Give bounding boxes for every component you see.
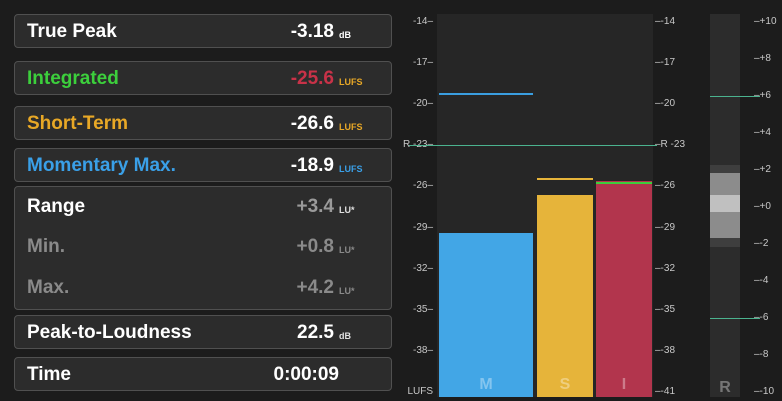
true-peak-unit: dB bbox=[339, 30, 351, 40]
left-scale-tick: R -23– bbox=[402, 139, 433, 151]
true-peak-label: True Peak bbox=[27, 21, 117, 42]
integrated-box: Integrated -25.6 LUFS bbox=[14, 61, 392, 95]
max-row: Max. +4.2 LU* bbox=[15, 268, 391, 308]
reference-line bbox=[409, 145, 657, 147]
integrated-peak-marker bbox=[596, 182, 652, 185]
integrated-unit: LUFS bbox=[339, 77, 363, 87]
range-scale-tick: –+0 bbox=[754, 201, 771, 212]
range-span-core bbox=[710, 195, 740, 212]
left-scale-tick: LUFS bbox=[407, 386, 433, 397]
short-term-label: Short-Term bbox=[27, 113, 128, 134]
true-peak-box: True Peak -3.18 dB bbox=[14, 14, 392, 48]
left-scale-tick: -38– bbox=[412, 344, 433, 356]
right-scale-tick: –-17 bbox=[655, 57, 676, 69]
integrated-bar-label: I bbox=[621, 375, 627, 393]
right-scale-tick: –-26 bbox=[655, 180, 676, 192]
short_term-bar-label: S bbox=[559, 375, 571, 393]
short_term-bar: S bbox=[537, 194, 593, 397]
integrated-value: -25.6 LUFS bbox=[291, 62, 373, 99]
range-scale-tick: –+10 bbox=[754, 16, 777, 27]
left-scale-tick: -20– bbox=[412, 98, 433, 110]
peak-to-loudness-box: Peak-to-Loudness 22.5 dB bbox=[14, 315, 392, 349]
min-row: Min. +0.8 LU* bbox=[15, 227, 391, 267]
left-scale-tick: -35– bbox=[412, 303, 433, 315]
right-scale-tick: –-41 bbox=[655, 386, 676, 397]
range-marker-line bbox=[710, 318, 760, 319]
max-value: +4.2 LU* bbox=[296, 268, 373, 311]
momentary-max-unit: LUFS bbox=[339, 164, 363, 174]
left-scale-tick: -14– bbox=[412, 16, 433, 27]
range-bar-label: R bbox=[719, 379, 731, 396]
range-unit: LU* bbox=[339, 205, 355, 215]
peak-to-loudness-value: 22.5 dB bbox=[297, 316, 373, 353]
range-scale-tick: –-8 bbox=[754, 349, 769, 360]
right-scale-tick: –-32 bbox=[655, 262, 676, 274]
momentary-max-value: -18.9 LUFS bbox=[291, 149, 373, 186]
left-scale-tick: -29– bbox=[412, 221, 433, 233]
min-label: Min. bbox=[27, 236, 65, 257]
range-scale-tick: –+4 bbox=[754, 127, 771, 138]
right-scale-tick: –R -23 bbox=[655, 139, 686, 151]
integrated-bar: I bbox=[596, 180, 652, 397]
momentary-bar-label: M bbox=[479, 375, 493, 393]
right-scale-tick: –-29 bbox=[655, 221, 676, 233]
momentary-peak-marker bbox=[439, 93, 533, 96]
peak-to-loudness-label: Peak-to-Loudness bbox=[27, 322, 192, 343]
min-value: +0.8 LU* bbox=[296, 227, 373, 270]
left-scale-tick: -32– bbox=[412, 262, 433, 274]
range-value: +3.4 LU* bbox=[296, 187, 373, 230]
range-marker-line bbox=[710, 96, 760, 97]
range-scale-tick: –+6 bbox=[754, 90, 771, 101]
range-scale-tick: –-4 bbox=[754, 275, 769, 286]
range-scale-tick: –+2 bbox=[754, 164, 771, 175]
integrated-label: Integrated bbox=[27, 68, 119, 89]
left-scale-tick: -17– bbox=[412, 57, 433, 69]
max-unit: LU* bbox=[339, 286, 355, 296]
min-unit: LU* bbox=[339, 245, 355, 255]
range-scale-tick: –-2 bbox=[754, 238, 769, 249]
peak-to-loudness-unit: dB bbox=[339, 331, 351, 341]
momentary-max-label: Momentary Max. bbox=[27, 155, 176, 176]
time-box: Time 0:00:09 bbox=[14, 357, 392, 391]
short-term-value: -26.6 LUFS bbox=[291, 107, 373, 144]
left-scale-tick: -26– bbox=[412, 180, 433, 192]
short_term-peak-marker bbox=[537, 178, 593, 181]
range-scale-tick: –-10 bbox=[754, 386, 775, 397]
short-term-unit: LUFS bbox=[339, 122, 363, 132]
range-row: Range +3.4 LU* bbox=[15, 187, 391, 227]
loudness-range-group: Range +3.4 LU* Min. +0.8 LU* Max. +4.2 LU* bbox=[14, 186, 392, 310]
momentary-max-box: Momentary Max. -18.9 LUFS bbox=[14, 148, 392, 182]
range-label: Range bbox=[27, 196, 86, 217]
time-label: Time bbox=[27, 364, 72, 385]
max-label: Max. bbox=[27, 277, 70, 298]
true-peak-value: -3.18 dB bbox=[291, 15, 373, 52]
short-term-box: Short-Term -26.6 LUFS bbox=[14, 106, 392, 140]
right-scale-tick: –-20 bbox=[655, 98, 676, 110]
right-scale-tick: –-14 bbox=[655, 16, 676, 27]
momentary-bar: M bbox=[439, 233, 533, 397]
range-scale-tick: –-6 bbox=[754, 312, 769, 323]
right-scale-tick: –-38 bbox=[655, 344, 676, 356]
right-scale-tick: –-35 bbox=[655, 303, 676, 315]
range-scale-tick: –+8 bbox=[754, 53, 771, 64]
time-value: 0:00:09 bbox=[273, 364, 340, 385]
